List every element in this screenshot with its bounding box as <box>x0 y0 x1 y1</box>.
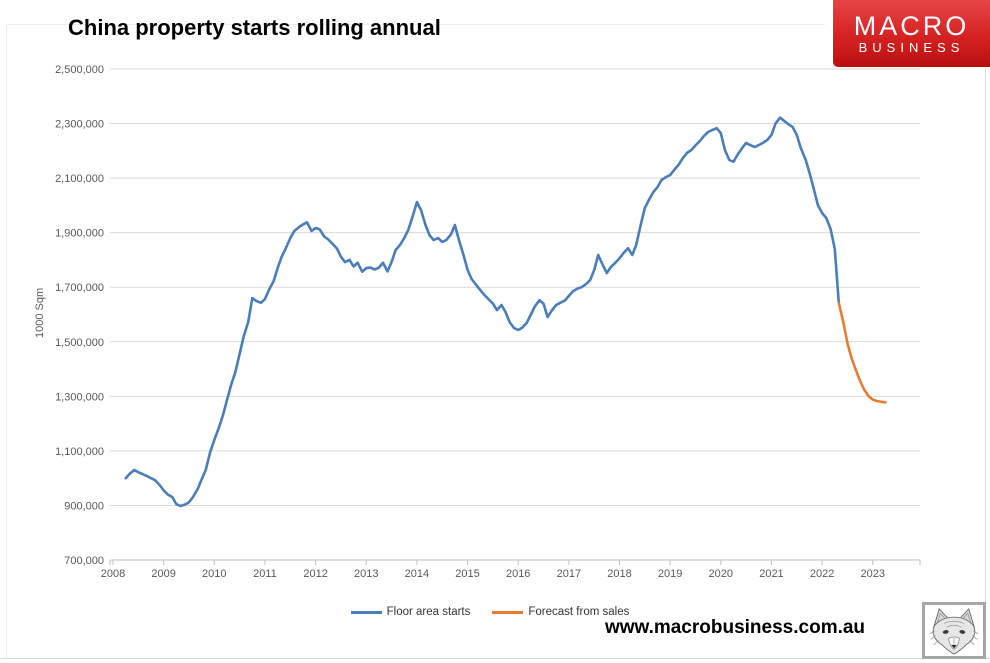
y-tick-label: 700,000 <box>64 555 104 567</box>
panel-border-top <box>6 24 825 25</box>
y-tick-label: 2,100,000 <box>55 173 104 185</box>
x-tick-label: 2010 <box>202 568 226 580</box>
legend-item-forecast-from-sales: Forecast from sales <box>492 606 629 618</box>
macrobusiness-logo: MACRO BUSINESS <box>833 0 990 67</box>
wolf-sketch-icon <box>929 607 979 655</box>
series-forecast-from-sales <box>837 301 887 404</box>
y-tick-label: 2,500,000 <box>55 64 104 76</box>
panel-border-bottom <box>0 658 990 659</box>
legend-item-floor-area-starts: Floor area starts <box>350 606 471 618</box>
y-tick-label: 1,900,000 <box>55 228 104 240</box>
x-tick-label: 2009 <box>151 568 175 580</box>
y-tick-label: 1,100,000 <box>55 446 104 458</box>
site-url[interactable]: www.macrobusiness.com.au <box>604 617 866 638</box>
x-tick-label: 2023 <box>861 568 885 580</box>
series-floor-area-starts <box>124 116 841 508</box>
legend-label: Floor area starts <box>386 606 471 618</box>
y-tick-label: 900,000 <box>64 500 104 512</box>
y-tick-label: 1,700,000 <box>55 282 104 294</box>
x-tick-label: 2020 <box>709 568 733 580</box>
x-tick-label: 2017 <box>557 568 581 580</box>
legend-line-swatch-blue <box>350 610 382 614</box>
chart-legend: Floor area starts Forecast from sales <box>190 603 790 621</box>
chart-title: China property starts rolling annual <box>68 15 441 40</box>
x-tick-label: 2016 <box>506 568 530 580</box>
x-tick-label: 2019 <box>658 568 682 580</box>
x-tick-label: 2022 <box>810 568 834 580</box>
x-tick-label: 2011 <box>253 568 277 580</box>
line-chart: 700,000 900,000 1,100,000 1,300,000 1,500,00… <box>55 64 921 580</box>
wolf-logo-frame <box>922 602 986 659</box>
x-tick-label: 2012 <box>303 568 327 580</box>
y-tick-label: 1,500,000 <box>55 337 104 349</box>
panel-border-right <box>985 68 986 659</box>
legend-label: Forecast from sales <box>528 606 630 618</box>
x-tick-label: 2008 <box>101 568 125 580</box>
legend-line-swatch-orange <box>492 610 524 614</box>
panel-border-left <box>6 24 7 659</box>
x-tick-label: 2021 <box>759 568 783 580</box>
x-tick-label: 2014 <box>405 568 429 580</box>
logo-text-macro: MACRO <box>853 10 970 41</box>
y-axis-title: 1000 Sqm <box>34 287 46 339</box>
x-tick-label: 2013 <box>354 568 378 580</box>
y-tick-label: 1,300,000 <box>55 391 104 403</box>
x-tick-label: 2018 <box>607 568 631 580</box>
x-tick-label: 2015 <box>455 568 479 580</box>
logo-text-business: BUSINESS <box>858 39 965 55</box>
y-tick-label: 2,300,000 <box>55 119 104 131</box>
